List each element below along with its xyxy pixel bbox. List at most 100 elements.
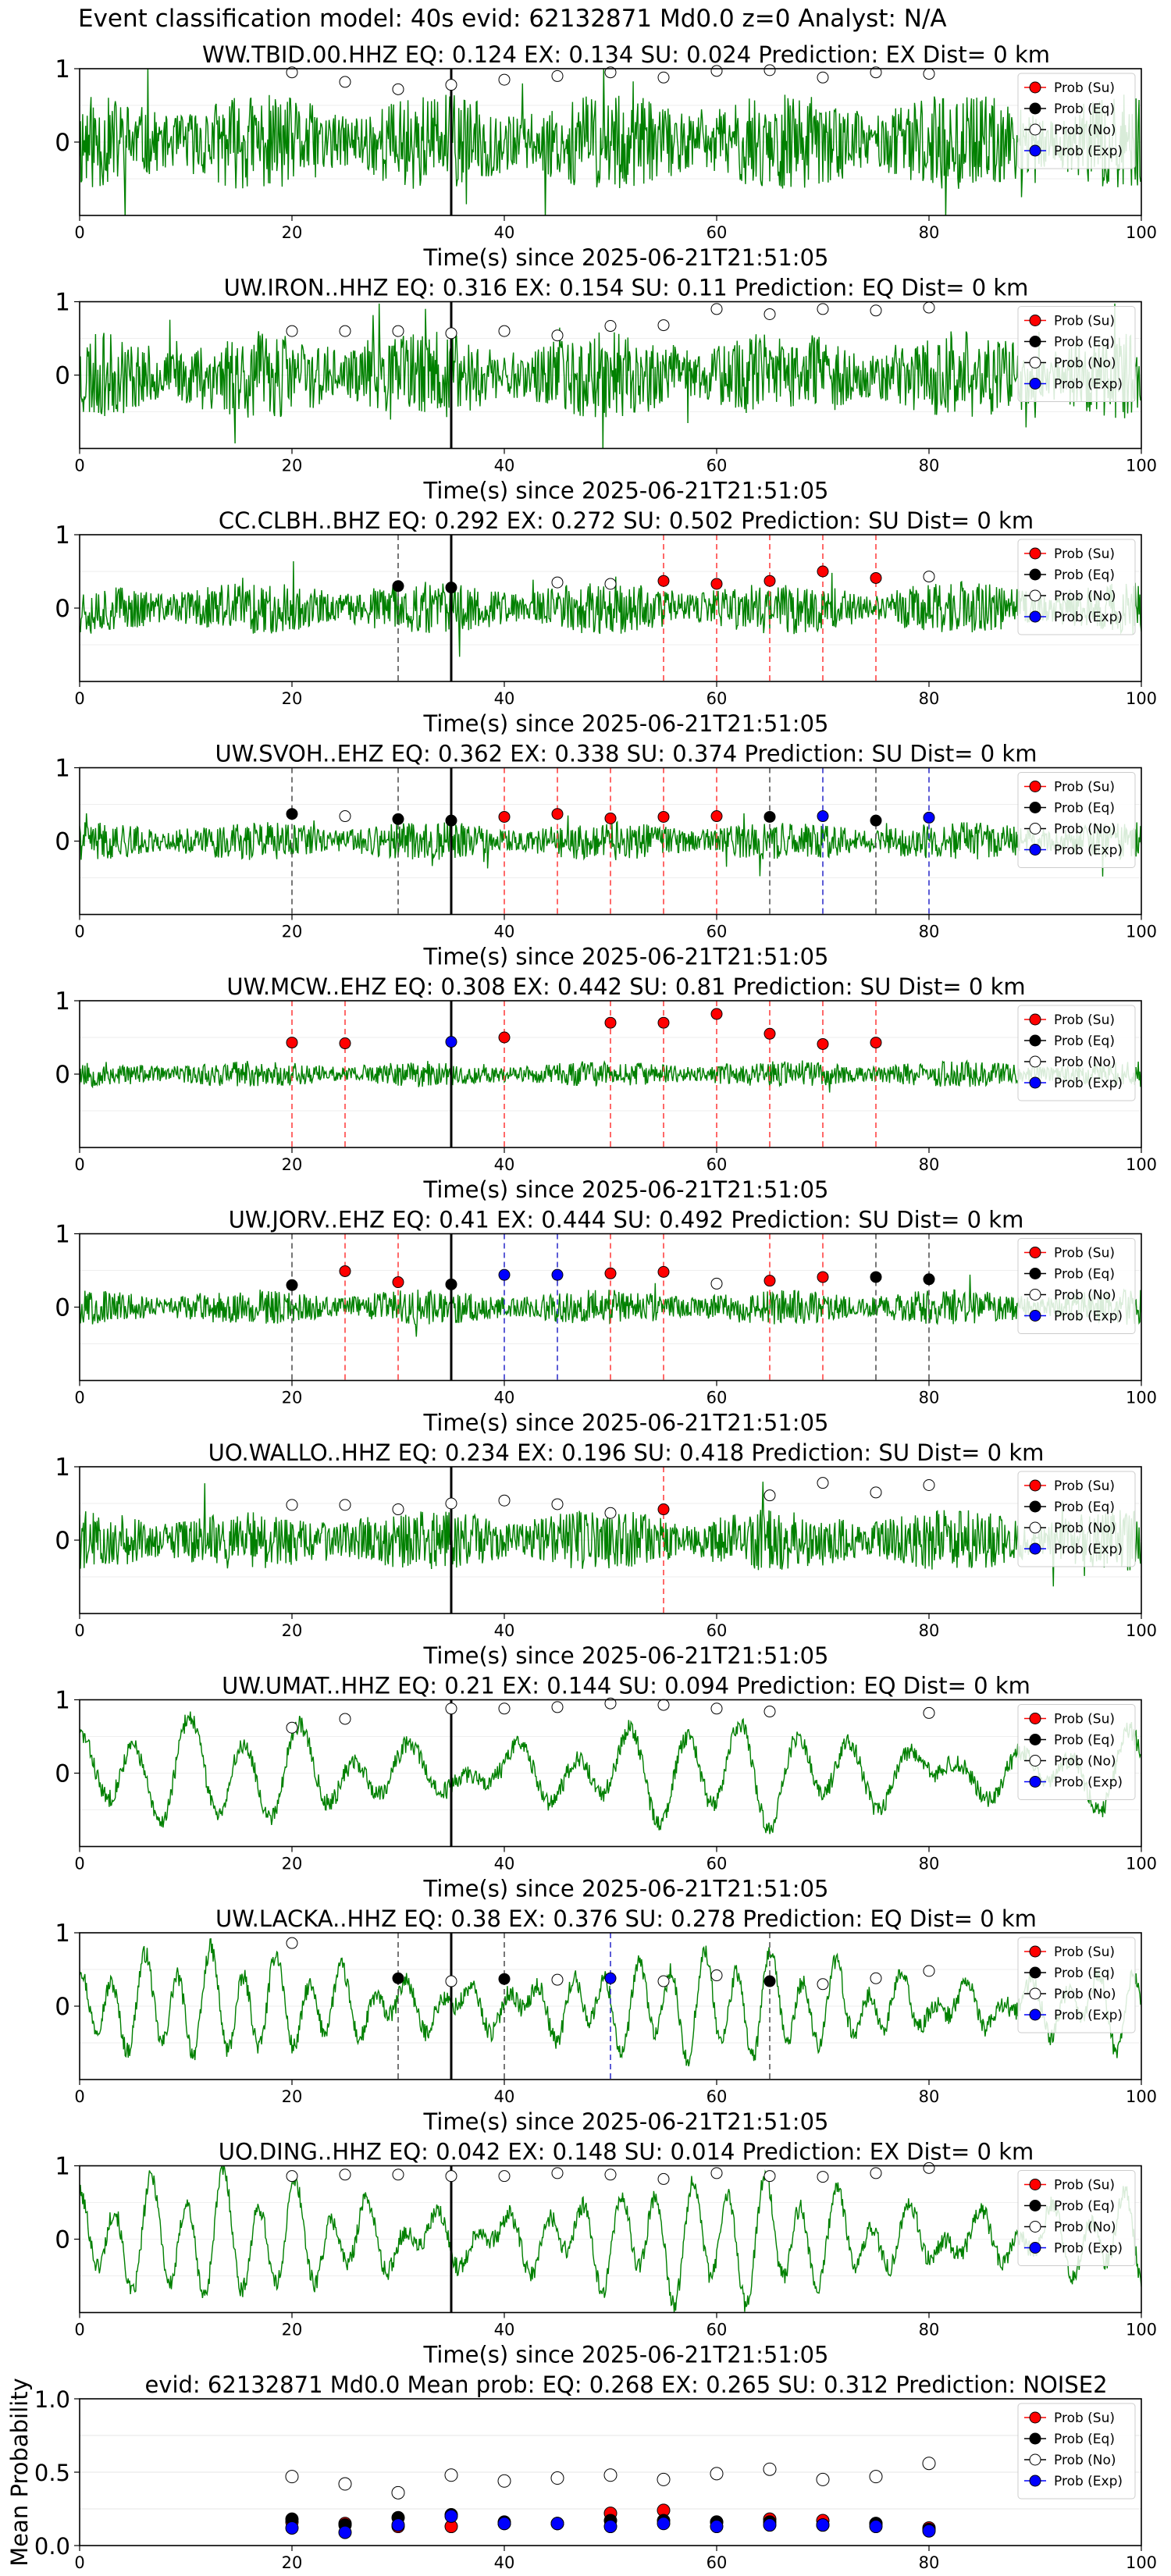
prob-point-no	[923, 1706, 935, 1719]
x-tick-label: 40	[494, 1155, 515, 1174]
legend-box-4	[1017, 772, 1136, 868]
x-tick-label: 0	[74, 2553, 84, 2572]
prob-point-eq	[445, 582, 457, 594]
x-tick-label: 20	[282, 689, 303, 708]
legend-marker-no	[1029, 823, 1041, 834]
prob-point-su	[604, 1016, 617, 1029]
y-tick-label: 1	[55, 987, 70, 1016]
prob-point-no	[339, 76, 351, 88]
legend-marker-eq	[1029, 1034, 1041, 1047]
legend-label-no: Prob (No)	[1054, 2453, 1116, 2468]
prob-point-no	[551, 1701, 564, 1713]
legend-label-no: Prob (No)	[1054, 2220, 1116, 2236]
prob-point-no	[817, 1978, 829, 1991]
mean-prob-point-exp	[816, 2518, 830, 2532]
legend-label-su: Prob (Su)	[1054, 1012, 1115, 1028]
legend-label-eq: Prob (Eq)	[1054, 1966, 1115, 1981]
x-tick-label: 80	[919, 2553, 940, 2572]
prob-point-su	[763, 1275, 776, 1287]
mean-prob-point-exp	[763, 2518, 777, 2532]
legend-marker-su	[1029, 2179, 1041, 2190]
x-axis-label: Time(s) since 2025-06-21T21:51:05	[423, 944, 829, 970]
prob-point-no	[657, 319, 670, 332]
y-tick-label: 0	[55, 1294, 70, 1322]
x-tick-label: 40	[494, 923, 515, 941]
subplot-1: WW.TBID.00.HHZ EQ: 0.124 EX: 0.134 SU: 0…	[55, 41, 1157, 271]
legend-label-no: Prob (No)	[1054, 1987, 1116, 2002]
prob-point-exp	[604, 1972, 617, 1984]
legend-marker-su	[1029, 315, 1041, 326]
prob-point-eq	[392, 580, 404, 592]
prob-point-no	[763, 64, 776, 76]
seismogram-trace	[80, 813, 1141, 877]
legend-marker-su	[1029, 1945, 1041, 1958]
prob-point-su	[551, 808, 564, 820]
subplot-title: UW.SVOH..EHZ EQ: 0.362 EX: 0.338 SU: 0.3…	[215, 741, 1038, 767]
mean-prob-point-exp	[922, 2524, 936, 2538]
mean-prob-point-no	[285, 2470, 299, 2484]
legend-label-no: Prob (No)	[1054, 123, 1116, 138]
mean-prob-point-exp	[285, 2521, 299, 2535]
x-tick-label: 60	[707, 1855, 728, 1873]
legend-label-eq: Prob (Eq)	[1054, 801, 1115, 817]
prob-point-no	[604, 320, 617, 333]
prob-point-no	[763, 2170, 776, 2183]
prob-point-no	[604, 66, 617, 79]
prob-point-su	[817, 1037, 829, 1050]
subplot-8: UW.UMAT..HHZ EQ: 0.21 EX: 0.144 SU: 0.09…	[55, 1673, 1157, 1902]
subplot-title: UW.LACKA..HHZ EQ: 0.38 EX: 0.376 SU: 0.2…	[215, 1905, 1037, 1932]
mean-prob-point-exp	[657, 2517, 671, 2531]
legend-box-9	[1017, 1937, 1136, 2033]
prob-point-su	[763, 1027, 776, 1040]
y-tick-label: 0	[55, 828, 70, 856]
x-tick-label: 20	[282, 2553, 303, 2572]
x-tick-label: 20	[282, 1155, 303, 1174]
x-tick-label: 40	[494, 1621, 515, 1640]
x-tick-label: 100	[1126, 689, 1157, 708]
mean-prob-point-exp	[338, 2525, 352, 2539]
mean-prob-point-no	[444, 2468, 458, 2482]
prob-point-eq	[763, 810, 776, 823]
mean-prob-point-no	[763, 2462, 777, 2476]
legend-label-exp: Prob (Exp)	[1054, 2241, 1123, 2257]
legend-marker-eq	[1029, 1268, 1041, 1279]
y-tick-label: 0	[55, 1061, 70, 1089]
subplot-title: UO.DING..HHZ EQ: 0.042 EX: 0.148 SU: 0.0…	[219, 2139, 1034, 2165]
mean-prob-point-no	[550, 2471, 564, 2485]
prob-point-no	[392, 325, 404, 337]
mean-prob-point-no	[391, 2485, 405, 2500]
prob-point-no	[710, 65, 723, 77]
prob-point-no	[870, 66, 882, 79]
prob-point-su	[498, 810, 511, 823]
x-tick-label: 20	[282, 1389, 303, 1407]
x-tick-label: 20	[282, 2087, 303, 2106]
seismogram-trace	[80, 1482, 1141, 1587]
x-tick-label: 0	[74, 689, 84, 708]
x-tick-label: 0	[74, 1155, 84, 1174]
prob-point-no	[817, 71, 829, 84]
prob-point-no	[498, 1703, 511, 1715]
y-tick-label: 0	[55, 2226, 70, 2254]
x-tick-label: 20	[282, 223, 303, 242]
legend-marker-exp	[1029, 2242, 1041, 2254]
legend-label-no: Prob (No)	[1054, 1288, 1116, 1304]
legend-box-2	[1017, 306, 1136, 402]
prob-point-no	[286, 2170, 298, 2183]
subplot-title: UO.WALLO..HHZ EQ: 0.234 EX: 0.196 SU: 0.…	[208, 1439, 1045, 1466]
x-tick-label: 0	[74, 1389, 84, 1407]
mean-prob-point-no	[338, 2477, 352, 2491]
prob-point-exp	[551, 1268, 564, 1281]
prob-point-no	[498, 325, 511, 337]
x-tick-label: 20	[282, 2321, 303, 2339]
prob-point-exp	[445, 1036, 457, 1048]
prob-point-no	[498, 2170, 511, 2183]
y-tick-label: 1	[55, 1687, 70, 1715]
x-tick-label: 40	[494, 689, 515, 708]
y-tick-label: 1	[55, 2153, 70, 2181]
legend-marker-exp	[1029, 2008, 1041, 2021]
x-tick-label: 40	[494, 1855, 515, 1873]
legend-label-exp: Prob (Exp)	[1054, 2008, 1123, 2023]
legend-label-eq: Prob (Eq)	[1054, 568, 1115, 583]
prob-point-su	[870, 571, 882, 584]
x-tick-label: 80	[919, 223, 940, 242]
